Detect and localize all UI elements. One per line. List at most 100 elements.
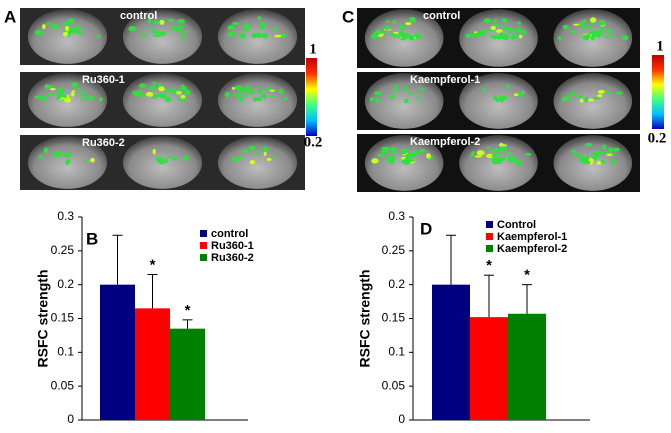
activation	[483, 18, 492, 24]
legend-label: Control	[497, 219, 536, 231]
activation	[249, 159, 256, 165]
activation	[62, 31, 69, 37]
activation	[495, 99, 500, 102]
activation	[38, 155, 44, 159]
activation	[246, 84, 251, 91]
activation	[140, 33, 147, 38]
bar	[100, 284, 135, 420]
activation	[283, 97, 288, 101]
activation	[175, 90, 182, 95]
activation	[575, 95, 583, 98]
activation	[69, 27, 76, 34]
activation	[489, 34, 498, 39]
activation	[145, 91, 154, 97]
activation	[505, 151, 513, 155]
activation	[375, 97, 380, 104]
colorbar-min: 0.2	[648, 130, 667, 146]
activation	[171, 25, 176, 31]
activation	[557, 36, 562, 40]
activation	[403, 98, 409, 104]
activation	[67, 30, 71, 37]
activation	[131, 90, 139, 95]
activation	[402, 160, 411, 165]
activation	[610, 160, 617, 165]
significance-marker: *	[150, 256, 156, 273]
activation	[394, 87, 398, 94]
activation	[502, 18, 508, 24]
y-tick-label: 0.15	[51, 311, 75, 325]
y-axis-label: RSFC strength	[35, 270, 51, 368]
brain-slice	[122, 73, 203, 127]
activation	[608, 147, 613, 153]
activation	[503, 34, 509, 40]
activation	[261, 32, 269, 39]
activation	[596, 94, 603, 98]
activation	[176, 27, 182, 30]
image-label: Ru360-2	[82, 137, 125, 149]
colorbar-min: 0.2	[304, 134, 323, 150]
activation	[522, 29, 527, 36]
activation	[486, 153, 494, 158]
activation	[371, 158, 379, 164]
brain-image	[20, 135, 305, 190]
activation	[243, 94, 248, 97]
activation	[369, 96, 374, 102]
activation	[269, 95, 276, 98]
activation	[160, 31, 167, 36]
activation	[391, 150, 398, 154]
activation	[168, 19, 175, 23]
activation	[88, 95, 95, 100]
legend-label: Kaempferol-2	[497, 243, 567, 255]
activation	[591, 31, 599, 37]
activation	[511, 33, 517, 40]
colorbar	[652, 55, 664, 129]
activation	[584, 96, 589, 103]
activation	[98, 97, 103, 102]
activation	[181, 33, 186, 39]
activation	[151, 30, 159, 34]
activation	[579, 20, 584, 27]
activation	[232, 156, 239, 163]
activation	[593, 96, 600, 100]
activation	[152, 96, 157, 99]
activation	[561, 96, 569, 102]
brain-image	[20, 72, 305, 128]
bar	[508, 313, 546, 420]
activation	[513, 93, 519, 97]
activation	[269, 89, 275, 92]
activation	[182, 155, 189, 161]
activation	[515, 160, 522, 166]
activation	[493, 19, 497, 23]
y-tick-label: 0.1	[57, 345, 74, 359]
panel-letter: C	[342, 7, 354, 26]
activation	[502, 155, 506, 161]
activation	[505, 84, 510, 88]
activation	[572, 152, 578, 156]
bar	[135, 308, 170, 420]
legend-swatch	[486, 221, 493, 228]
activation	[239, 97, 244, 102]
activation	[596, 160, 602, 165]
activation	[408, 92, 413, 96]
image-label: control	[423, 10, 460, 22]
activation	[241, 149, 249, 153]
activation	[65, 25, 70, 32]
activation	[597, 151, 602, 155]
activation	[615, 91, 623, 95]
activation	[604, 35, 611, 38]
activation	[152, 34, 160, 37]
activation	[496, 29, 503, 34]
activation	[254, 152, 260, 156]
activation	[65, 159, 71, 163]
legend-label: Kaempferol-1	[497, 231, 567, 243]
activation	[605, 90, 611, 94]
y-axis-label: RSFC strength	[357, 270, 373, 368]
y-tick-label: 0.05	[382, 378, 406, 392]
activation	[610, 35, 615, 39]
activation	[379, 31, 386, 34]
activation	[179, 86, 187, 91]
activation	[508, 28, 513, 34]
activation	[90, 157, 95, 163]
activation	[164, 158, 168, 161]
